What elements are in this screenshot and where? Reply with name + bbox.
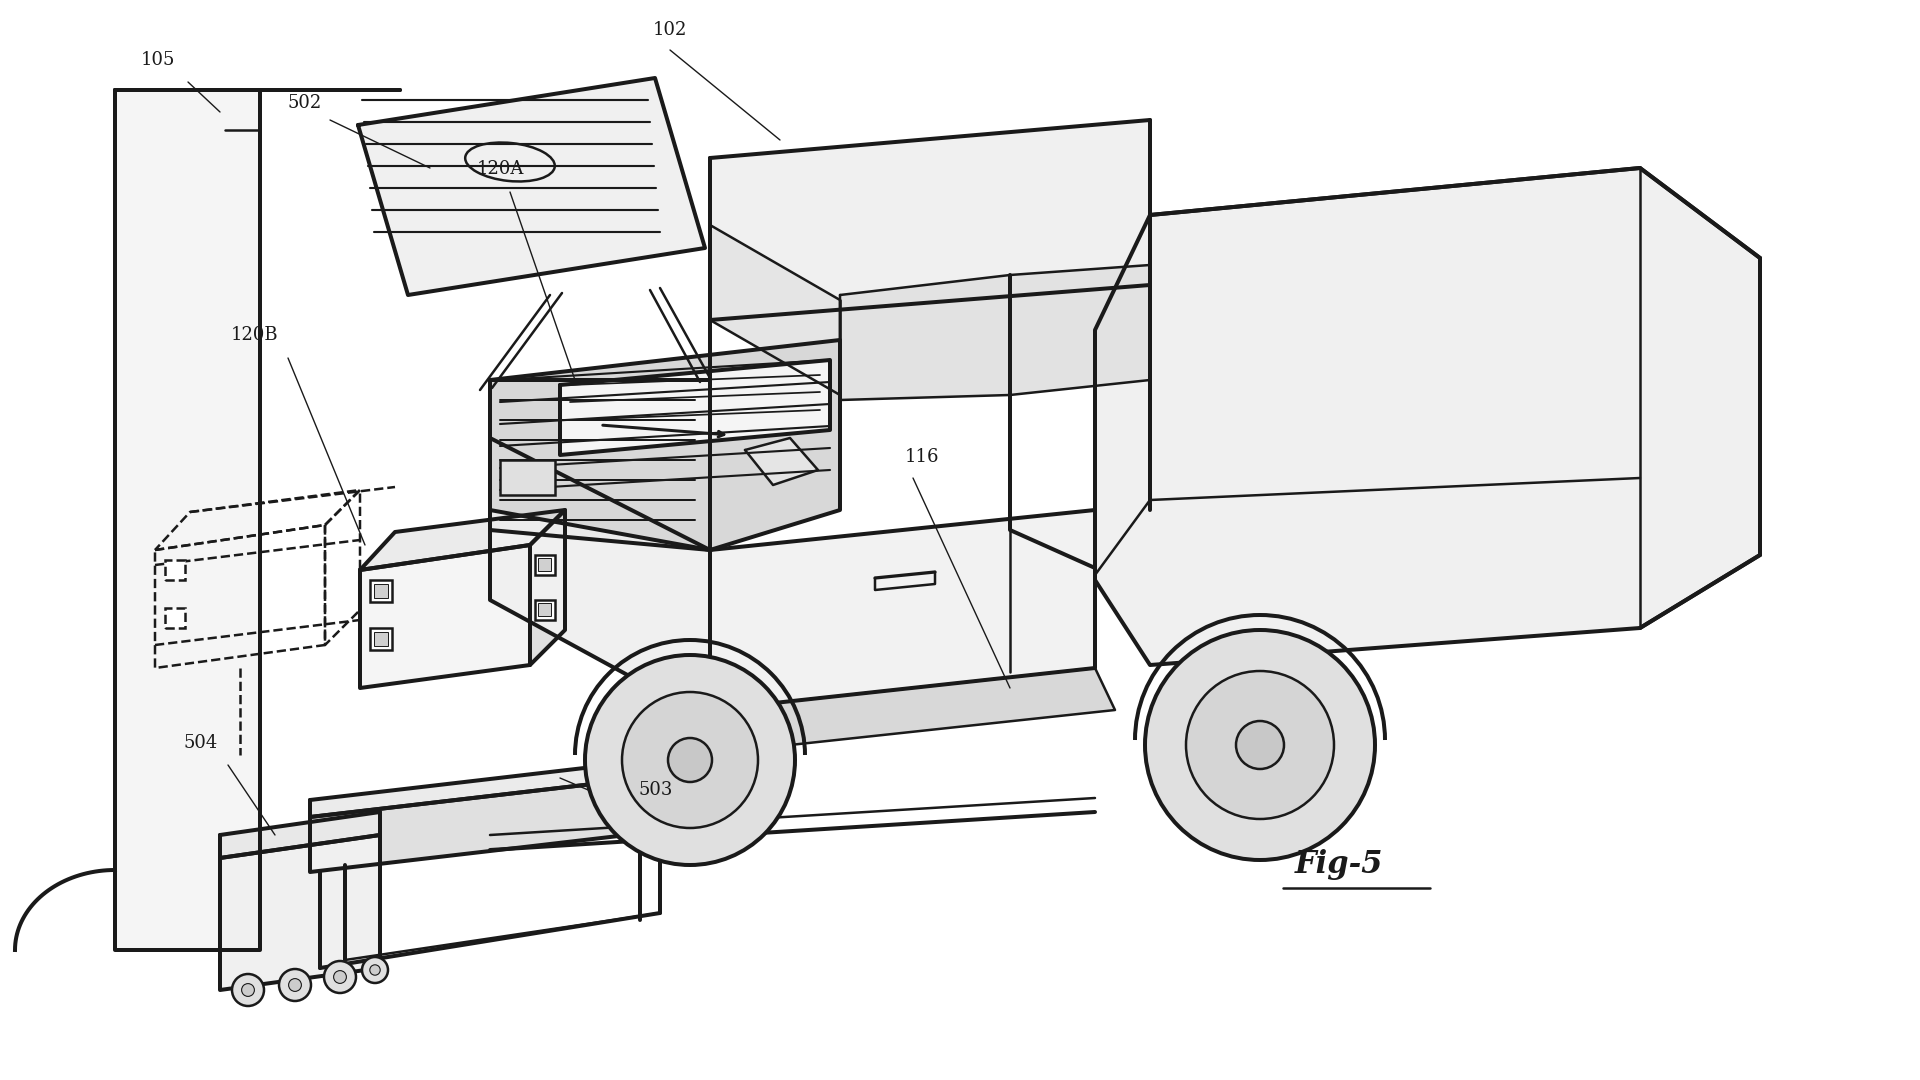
Circle shape (242, 984, 253, 997)
Polygon shape (490, 438, 710, 720)
Text: 120B: 120B (230, 326, 278, 345)
Polygon shape (561, 360, 829, 455)
Bar (499, 460, 555, 495)
Circle shape (1236, 721, 1284, 769)
Polygon shape (710, 225, 841, 395)
Polygon shape (221, 812, 380, 858)
Circle shape (363, 957, 388, 983)
Bar (538, 603, 551, 616)
Polygon shape (361, 545, 530, 688)
Bar (165, 608, 184, 627)
Circle shape (334, 971, 346, 984)
Polygon shape (357, 78, 705, 295)
Text: 502: 502 (288, 94, 323, 112)
Circle shape (371, 964, 380, 975)
Polygon shape (309, 758, 670, 816)
Bar (165, 561, 184, 580)
Bar (374, 584, 388, 598)
Circle shape (324, 961, 355, 993)
Text: 503: 503 (637, 781, 672, 799)
Bar (371, 627, 392, 650)
Bar (536, 555, 555, 575)
Polygon shape (221, 835, 380, 990)
Polygon shape (710, 669, 1116, 752)
Text: 105: 105 (140, 51, 175, 69)
Text: 102: 102 (653, 21, 687, 39)
Polygon shape (309, 775, 670, 872)
Circle shape (1144, 630, 1375, 860)
Circle shape (278, 969, 311, 1001)
Bar (536, 600, 555, 620)
Text: Fig-5: Fig-5 (1294, 850, 1384, 880)
Text: 504: 504 (184, 734, 219, 752)
Bar (538, 558, 551, 571)
Polygon shape (490, 380, 710, 550)
Polygon shape (1094, 168, 1761, 665)
Text: 120A: 120A (476, 160, 524, 178)
Bar (371, 580, 392, 602)
Circle shape (1187, 671, 1334, 819)
Polygon shape (745, 438, 818, 485)
Circle shape (288, 978, 301, 991)
Circle shape (586, 654, 795, 865)
Polygon shape (710, 120, 1150, 320)
Circle shape (232, 974, 265, 1005)
Circle shape (668, 738, 712, 782)
Bar (374, 632, 388, 646)
Polygon shape (710, 510, 1094, 710)
Polygon shape (115, 90, 259, 950)
Polygon shape (530, 510, 564, 665)
Polygon shape (841, 275, 1010, 400)
Polygon shape (490, 340, 841, 550)
Circle shape (622, 692, 758, 828)
Text: 116: 116 (904, 448, 939, 465)
Polygon shape (1010, 265, 1150, 395)
Polygon shape (361, 510, 564, 570)
